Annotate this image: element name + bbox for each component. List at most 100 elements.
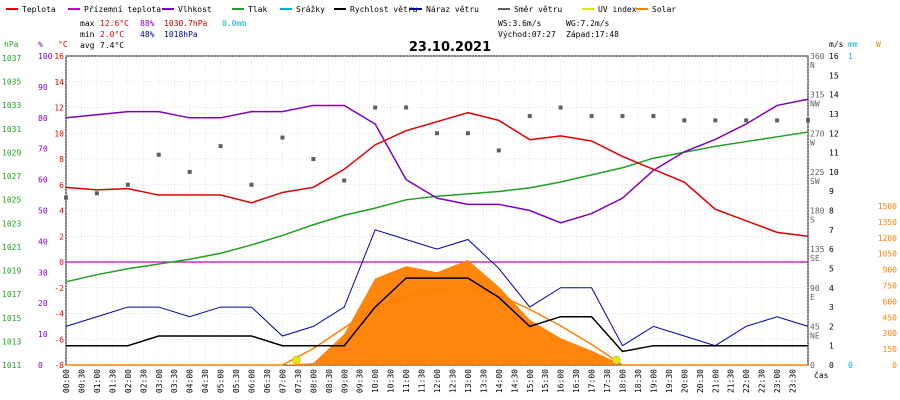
axis-w-tick: 1500 [878, 202, 897, 211]
x-axis-label: čas [814, 370, 829, 380]
axis-dir-sub: SE [810, 254, 820, 263]
axis-ms-tick: 6 [829, 245, 834, 254]
x-tick: 11:30 [418, 369, 427, 393]
axis-dir-tick: 90 [810, 284, 820, 293]
legend-label: Směr větru [514, 5, 562, 14]
axis-w-tick: 1050 [878, 250, 897, 259]
x-tick: 21:30 [727, 369, 736, 393]
axis-w-tick: 150 [883, 345, 898, 354]
x-tick: 19:00 [649, 369, 658, 393]
x-tick: 08:00 [309, 369, 318, 393]
legend-label: Přízemní teplota [84, 5, 161, 14]
axis-dir-sub: W [810, 138, 815, 147]
uv-point [292, 355, 301, 365]
x-tick: 20:00 [680, 369, 689, 393]
smer-point [558, 105, 563, 110]
axis-w-tick: 600 [883, 297, 898, 306]
axis-dir-sub: NW [810, 100, 820, 109]
smer-point [620, 114, 625, 119]
axis-ms-tick: 3 [829, 303, 834, 312]
stat-min-hum: 48% [140, 30, 155, 39]
vlhkost-line [65, 98, 809, 224]
x-tick: 08:30 [325, 369, 334, 393]
axis-temp-tick: -4 [54, 310, 64, 319]
axis-hpa-tick: 1013 [2, 337, 21, 346]
uv-point [612, 355, 621, 365]
axis-dir-sub: SW [810, 177, 820, 186]
axis-ms-tick: 7 [829, 226, 834, 235]
axis-hpa-tick: 1027 [2, 172, 21, 181]
axis-hpa-tick: 1019 [2, 267, 21, 276]
x-tick: 16:30 [572, 369, 581, 393]
axis-temp-tick: 4 [59, 207, 64, 216]
x-tick: 14:30 [510, 369, 519, 393]
axis-dir-tick: 270 [810, 129, 825, 138]
axis-temp-tick: -8 [54, 361, 64, 370]
x-tick: 12:30 [448, 369, 457, 393]
smer-point [373, 105, 378, 110]
x-tick: 09:00 [340, 369, 349, 393]
x-tick: 04:00 [186, 369, 195, 393]
stat-wg: WG:7.2m/s [566, 19, 610, 28]
smer-point [342, 178, 347, 183]
axis-ms-tick: 13 [829, 110, 839, 119]
x-tick: 14:00 [495, 369, 504, 393]
x-tick: 05:30 [232, 369, 241, 393]
axis-hpa-tick: 1011 [2, 361, 21, 370]
x-tick: 09:30 [356, 369, 365, 393]
x-tick: 17:30 [603, 369, 612, 393]
smer-point [713, 118, 718, 123]
axis-temp-tick: 8 [59, 155, 64, 164]
smer-point [435, 131, 439, 136]
axis-pct-tick: 10 [38, 330, 48, 339]
stat-max-rain: 0.0mm [222, 19, 246, 28]
smer-point [94, 191, 99, 196]
x-tick: 03:30 [170, 369, 179, 393]
smer-point [249, 182, 254, 187]
x-tick: 20:30 [696, 369, 705, 393]
axis-ms-unit: m/s [829, 40, 844, 49]
axis-pct-tick: 40 [38, 237, 48, 246]
x-tick: 02:30 [139, 369, 148, 393]
x-tick: 19:30 [665, 369, 674, 393]
axis-w-tick: 1350 [878, 218, 897, 227]
x-tick: 16:00 [557, 369, 566, 393]
axis-ms-tick: 1 [829, 342, 834, 351]
stat-avg-temp: 7.4°C [100, 41, 124, 50]
axis-hpa-tick: 1029 [2, 148, 21, 157]
axis-pct-tick: 60 [38, 176, 48, 185]
axis-hpa-tick: 1021 [2, 243, 21, 252]
axis-w-tick: 750 [883, 282, 898, 291]
x-tick: 04:30 [201, 369, 210, 393]
axis-pct-tick: 100 [38, 52, 53, 61]
axis-dir-tick: 0 [810, 361, 815, 370]
axis-hpa-tick: 1025 [2, 196, 21, 205]
axis-hpa-tick: 1023 [2, 219, 21, 228]
naraz-line [65, 229, 809, 347]
legend-label: Srážky [296, 5, 325, 14]
smer-point [64, 195, 68, 200]
stat-ws: WS:3.6m/s [498, 19, 542, 28]
axis-ms-tick: 12 [829, 129, 839, 138]
axis-hpa-tick: 1015 [2, 314, 21, 323]
stat-sunset: Západ:17:48 [566, 30, 619, 39]
axis-ms-tick: 11 [829, 149, 839, 158]
stat-sunrise: Východ:07:27 [498, 30, 556, 39]
stat-min-label: min [80, 30, 95, 39]
axis-pct-tick: 90 [38, 83, 48, 92]
smer-point [589, 114, 594, 119]
axis-hpa-tick: 1031 [2, 125, 21, 134]
axis-temp-tick: -6 [54, 335, 64, 344]
x-tick: 15:30 [541, 369, 550, 393]
smer-point [806, 118, 810, 123]
axis-ms-tick: 0 [829, 361, 834, 370]
axis-dir-tick: 225 [810, 168, 825, 177]
axis-w-tick: 1200 [878, 234, 897, 243]
axis-hpa-tick: 1037 [2, 54, 21, 63]
x-tick: 18:00 [619, 369, 628, 393]
smer-point [311, 157, 316, 161]
x-tick: 15:00 [526, 369, 535, 393]
axis-pct-tick: 20 [38, 299, 48, 308]
x-tick: 01:00 [93, 369, 102, 393]
